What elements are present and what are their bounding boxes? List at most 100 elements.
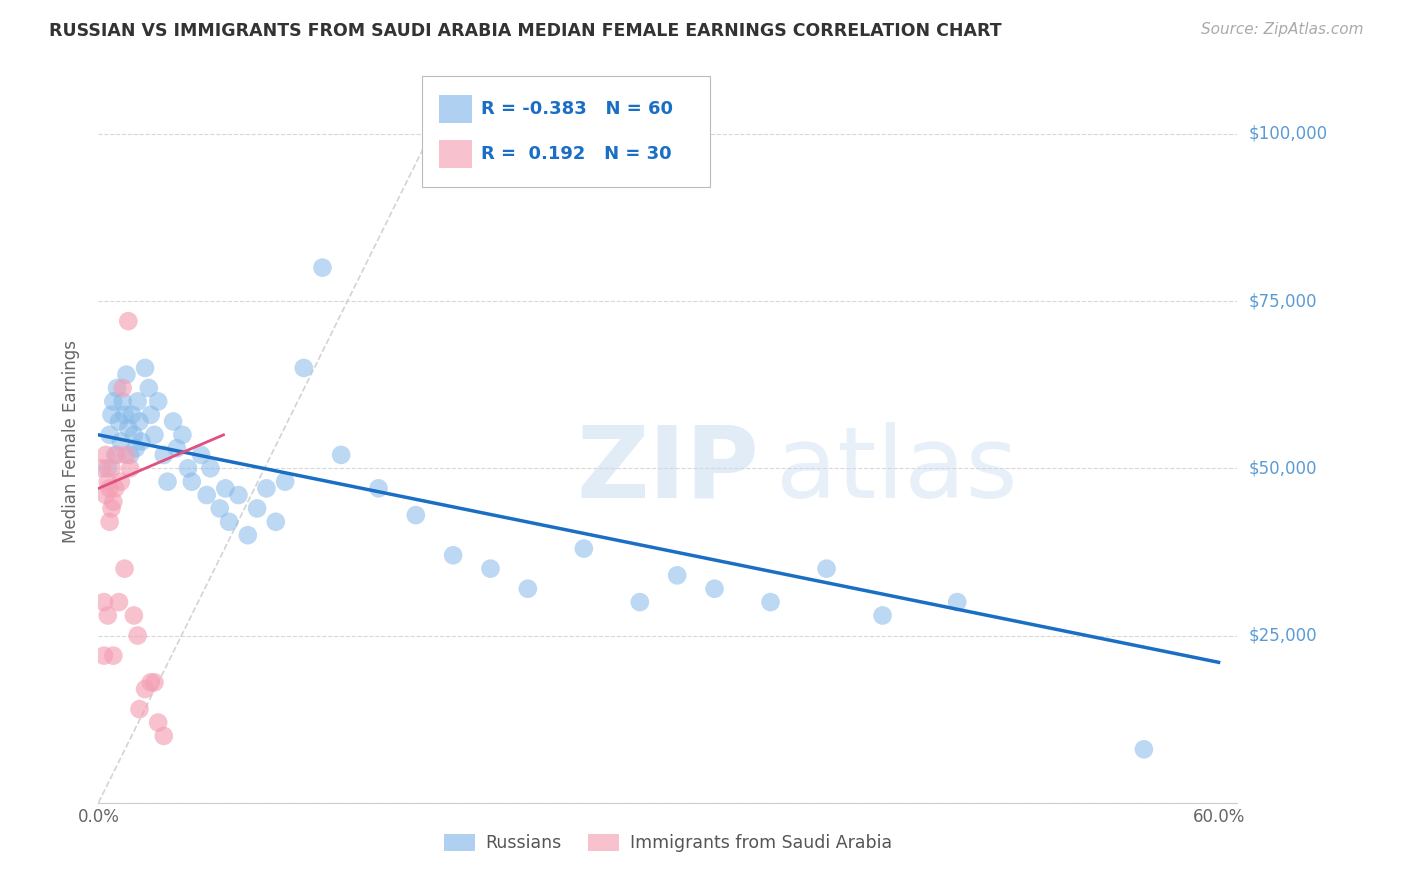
Point — [516, 582, 538, 596]
Point — [105, 448, 128, 462]
Legend: Russians, Immigrants from Saudi Arabia: Russians, Immigrants from Saudi Arabia — [437, 827, 898, 859]
Point — [128, 702, 150, 716]
Text: $100,000: $100,000 — [1249, 125, 1327, 143]
Text: $25,000: $25,000 — [1249, 626, 1317, 645]
Point — [100, 461, 122, 475]
Point — [115, 368, 138, 382]
Point — [815, 562, 838, 576]
Point — [292, 361, 315, 376]
Point — [98, 427, 121, 442]
Point — [97, 475, 120, 489]
Point — [143, 675, 166, 690]
Point — [114, 562, 136, 576]
Point — [872, 608, 894, 623]
Y-axis label: Median Female Earnings: Median Female Earnings — [62, 340, 80, 543]
Point — [110, 475, 132, 489]
Point — [138, 381, 160, 395]
Point — [405, 508, 427, 523]
Point — [177, 461, 200, 475]
Point — [94, 488, 117, 502]
Point — [100, 408, 122, 422]
Point — [125, 441, 148, 455]
Point — [114, 408, 136, 422]
Point — [127, 394, 149, 409]
Point — [134, 681, 156, 696]
Point — [117, 314, 139, 328]
Text: $75,000: $75,000 — [1249, 292, 1317, 310]
Point — [218, 515, 240, 529]
Text: R =  0.192   N = 30: R = 0.192 N = 30 — [481, 145, 672, 163]
Point — [97, 461, 120, 475]
Point — [122, 608, 145, 623]
Point — [180, 475, 202, 489]
Point — [572, 541, 595, 556]
Point — [666, 568, 689, 582]
Point — [100, 501, 122, 516]
Point — [97, 608, 120, 623]
Point — [162, 414, 184, 428]
Point — [105, 381, 128, 395]
Point — [228, 488, 250, 502]
Point — [200, 461, 222, 475]
Point — [134, 361, 156, 376]
Point — [256, 482, 278, 496]
Point — [131, 434, 153, 449]
Point — [139, 675, 162, 690]
Point — [214, 482, 236, 496]
Point — [115, 448, 138, 462]
Point — [128, 414, 150, 428]
Point — [146, 715, 169, 730]
Point — [98, 482, 121, 496]
Text: RUSSIAN VS IMMIGRANTS FROM SAUDI ARABIA MEDIAN FEMALE EARNINGS CORRELATION CHART: RUSSIAN VS IMMIGRANTS FROM SAUDI ARABIA … — [49, 22, 1002, 40]
Point — [122, 427, 145, 442]
Point — [208, 501, 231, 516]
Point — [108, 414, 131, 428]
Point — [110, 434, 132, 449]
Point — [172, 427, 194, 442]
Point — [190, 448, 212, 462]
Point — [94, 448, 117, 462]
Point — [120, 448, 142, 462]
Point — [93, 595, 115, 609]
Point — [98, 515, 121, 529]
Point — [91, 461, 114, 475]
Point — [127, 628, 149, 642]
Point — [111, 394, 134, 409]
Point — [236, 528, 259, 542]
Point — [104, 448, 127, 462]
Point — [156, 475, 179, 489]
Point — [152, 448, 174, 462]
Point — [121, 408, 143, 422]
Point — [759, 595, 782, 609]
Point — [103, 648, 125, 663]
Point — [311, 260, 333, 275]
Point — [946, 595, 969, 609]
Point — [146, 394, 169, 409]
Point — [120, 461, 142, 475]
Point — [330, 448, 353, 462]
Point — [479, 562, 502, 576]
Text: atlas: atlas — [776, 422, 1018, 519]
Point — [117, 421, 139, 435]
Point — [703, 582, 725, 596]
Text: Source: ZipAtlas.com: Source: ZipAtlas.com — [1201, 22, 1364, 37]
Point — [274, 475, 297, 489]
Point — [367, 482, 389, 496]
Point — [166, 441, 188, 455]
Point — [264, 515, 287, 529]
Point — [628, 595, 651, 609]
Point — [103, 494, 125, 508]
Point — [152, 729, 174, 743]
Point — [195, 488, 218, 502]
Point — [93, 648, 115, 663]
Point — [104, 482, 127, 496]
Point — [441, 548, 464, 563]
Text: ZIP: ZIP — [576, 422, 759, 519]
Point — [108, 595, 131, 609]
Point — [1133, 742, 1156, 756]
Text: $50,000: $50,000 — [1249, 459, 1317, 477]
Point — [246, 501, 269, 516]
Point — [139, 408, 162, 422]
Text: R = -0.383   N = 60: R = -0.383 N = 60 — [481, 100, 673, 118]
Point — [103, 394, 125, 409]
